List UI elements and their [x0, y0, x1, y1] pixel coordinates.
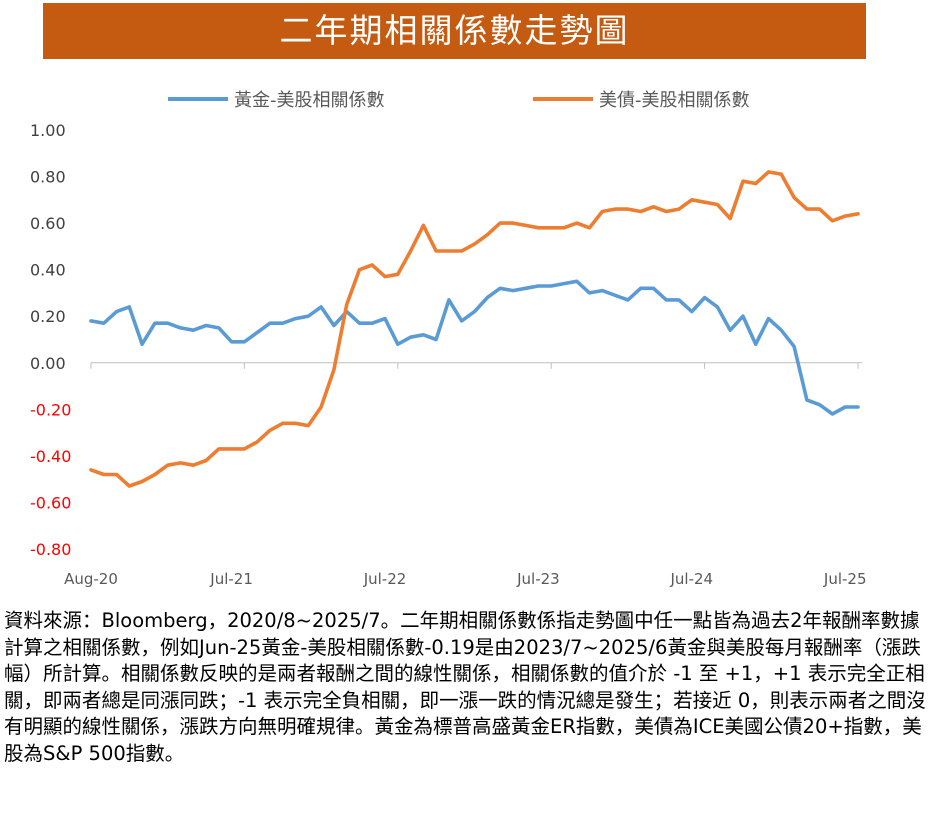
x-tick-label: Jul-22	[363, 570, 407, 588]
y-tick-label: -0.80	[30, 540, 71, 559]
correlation-line-chart: 黃金-美股相關係數 美債-美股相關係數 1.00 0.80 0.60 0.40 0.20 0…	[30, 90, 867, 588]
x-tick-label: Jul-23	[516, 570, 560, 588]
y-tick-label: 0.60	[30, 214, 66, 233]
legend-label-1: 黃金-美股相關係數	[234, 90, 385, 111]
x-tick-label: Jul-21	[209, 570, 253, 588]
y-tick-label: 1.00	[30, 121, 66, 140]
series-layer	[89, 170, 860, 488]
y-axis: 1.00 0.80 0.60 0.40 0.20 0.00 -0.20 -0.40 -0.60 -…	[30, 121, 71, 559]
y-tick-label: -0.60	[30, 493, 71, 512]
series-line-2	[89, 170, 860, 488]
y-tick-label: 0.20	[30, 307, 66, 326]
chart-title: 二年期相關係數走勢圖	[279, 11, 630, 50]
chart-legend: 黃金-美股相關係數 美債-美股相關係數	[168, 90, 750, 111]
y-tick-label: 0.80	[30, 168, 66, 187]
x-tick-label: Jul-24	[670, 570, 714, 588]
x-axis: Aug-20 Jul-21 Jul-22 Jul-23 Jul-24 Jul-25	[64, 362, 867, 588]
y-tick-label: 0.40	[30, 261, 66, 280]
y-tick-label: -0.40	[30, 447, 71, 466]
legend-label-2: 美債-美股相關係數	[599, 90, 750, 111]
y-tick-label: -0.20	[30, 400, 71, 419]
y-tick-label: 0.00	[30, 354, 66, 373]
chart-title-banner: 二年期相關係數走勢圖	[43, 3, 866, 59]
footnote-text: 資料來源：Bloomberg，2020/8~2025/7。二年期相關係數係指走勢…	[4, 609, 926, 765]
x-tick-label: Aug-20	[64, 570, 118, 588]
x-tick-label: Jul-25	[823, 570, 867, 588]
series-line-1	[89, 279, 860, 416]
